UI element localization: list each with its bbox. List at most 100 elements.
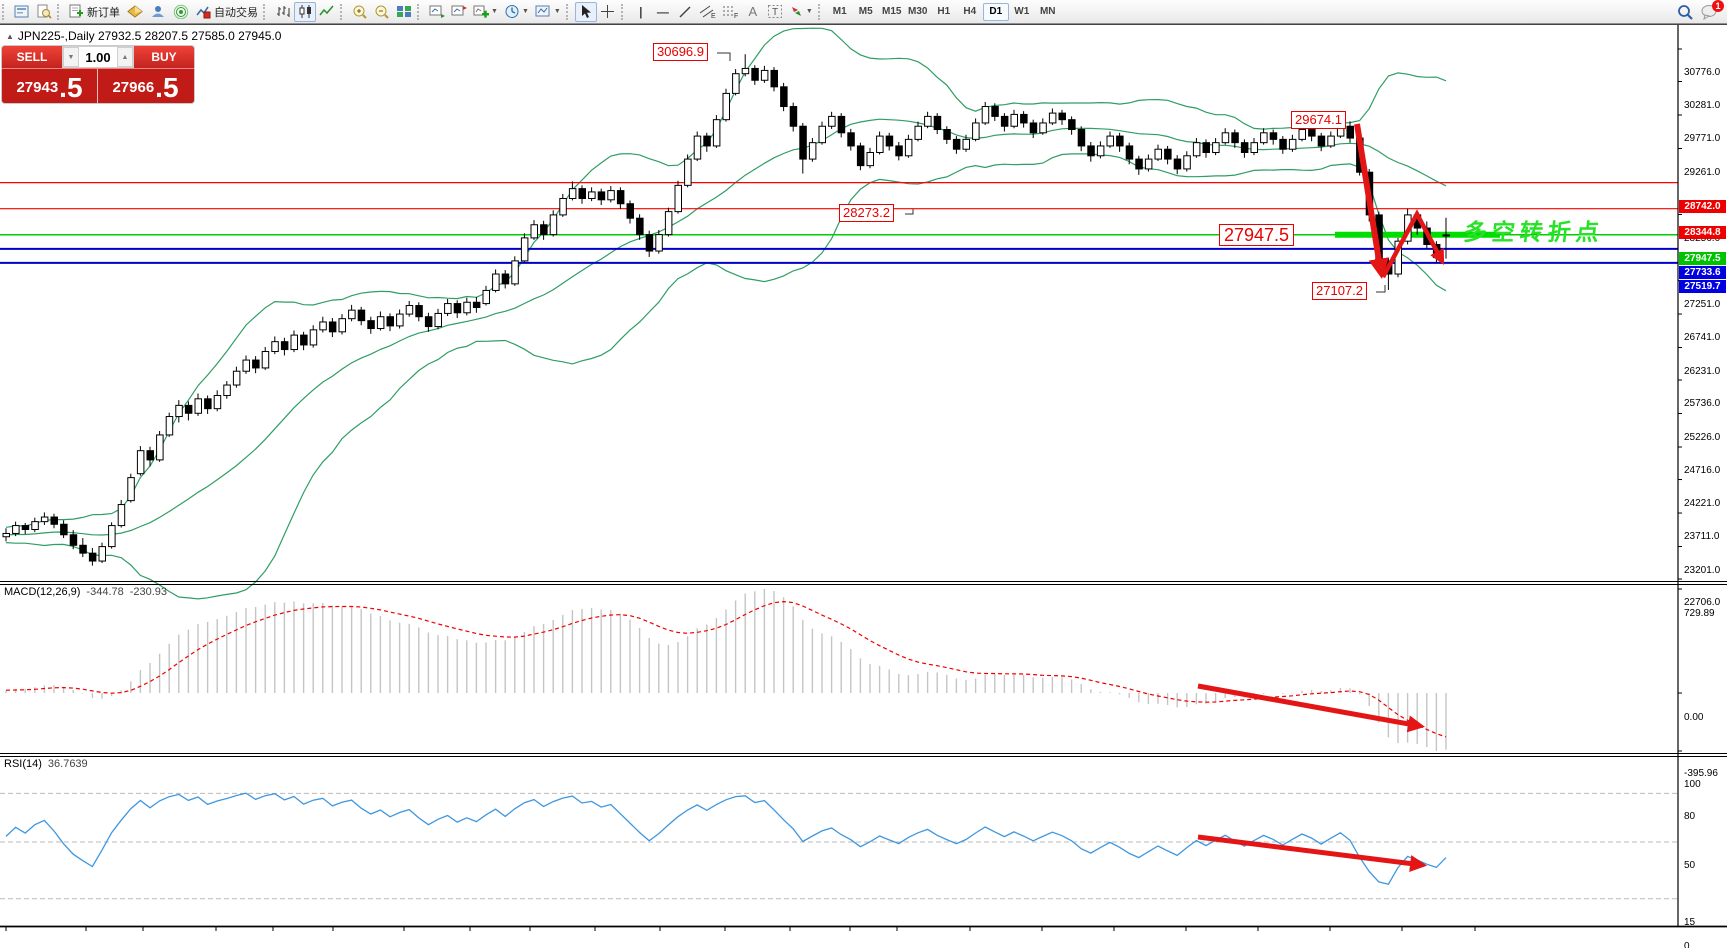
zoom-out-icon[interactable] <box>371 2 393 22</box>
new-order-button[interactable]: 新订单 <box>66 2 123 22</box>
text-label-icon[interactable]: T <box>764 2 786 22</box>
zoom-in-icon[interactable] <box>349 2 371 22</box>
timeframe-M15[interactable]: M15 <box>882 6 902 17</box>
line-chart-icon[interactable] <box>316 2 338 22</box>
red-trend-arrows[interactable] <box>1197 123 1445 872</box>
sell-price[interactable]: 27943 .5 <box>2 69 98 103</box>
price-tick-label: 22706.0 <box>1684 597 1721 609</box>
price-badge: 27947.5 <box>1679 252 1726 266</box>
peak-price-label[interactable]: 30696.9 <box>653 43 708 61</box>
turning-point-annotation[interactable]: 多空转折点 <box>1462 219 1606 245</box>
low-price-label[interactable]: 27107.2 <box>1312 282 1367 300</box>
bar-chart-icon[interactable] <box>272 2 294 22</box>
search-icon[interactable] <box>1674 2 1697 22</box>
toolbar-grip[interactable] <box>57 3 64 20</box>
fibonacci-icon[interactable]: F <box>719 2 742 22</box>
timeframe-W1[interactable]: W1 <box>1014 6 1030 17</box>
price-badge: 27519.7 <box>1679 280 1726 294</box>
price-tick-label: 24221.0 <box>1684 497 1721 509</box>
chart-profile-icon[interactable]: ▼ <box>532 2 564 22</box>
arrows-tool-icon[interactable]: ▼ <box>786 2 816 22</box>
market-watch-icon[interactable] <box>11 2 33 22</box>
macd-scale-max: 729.89 <box>1684 608 1715 619</box>
rsi-scale-label: 100 <box>1684 779 1701 790</box>
price-tick-label: 29771.0 <box>1684 133 1721 144</box>
macd-scale-zero: 0.00 <box>1684 712 1704 724</box>
cursor-icon[interactable] <box>574 1 597 22</box>
toolbar-grip[interactable] <box>817 3 825 20</box>
timeframe-M30[interactable]: M30 <box>908 6 928 17</box>
chart-canvas[interactable] <box>0 25 1727 948</box>
dropdown-caret-icon: ▼ <box>491 8 498 15</box>
timeframe-H4[interactable]: H4 <box>963 6 977 17</box>
arrange-shift-icon[interactable] <box>448 2 470 22</box>
svg-text:T: T <box>772 7 778 18</box>
data-preview-icon[interactable] <box>33 2 55 22</box>
buy-button[interactable]: BUY <box>134 46 194 68</box>
timeframe-MN[interactable]: MN <box>1039 6 1056 17</box>
signals-icon[interactable] <box>170 2 192 22</box>
new-chart-icon[interactable]: ▼ <box>470 2 501 22</box>
horizontal-level-lines <box>0 52 1678 293</box>
chat-notification-button[interactable]: 1 <box>1697 0 1724 22</box>
price-tick-label: 23711.0 <box>1684 531 1720 543</box>
metaeditor-icon[interactable] <box>123 2 147 22</box>
chart-title: ▲ JPN225-,Daily 27932.5 28207.5 27585.0 … <box>6 29 282 43</box>
buy-price[interactable]: 27966 .5 <box>112 72 179 103</box>
candlesticks <box>2 54 1450 566</box>
arrange-auto-icon[interactable] <box>426 2 448 22</box>
may-high-price-label[interactable]: 29674.1 <box>1291 111 1346 129</box>
price-tick-label: 25736.0 <box>1684 398 1721 410</box>
toolbar-grip[interactable] <box>2 3 9 20</box>
new-order-label: 新订单 <box>87 6 120 19</box>
volume-value[interactable]: 1.00 <box>85 49 111 65</box>
vertical-line-icon[interactable]: | <box>639 4 643 19</box>
panel-frame <box>0 25 1727 931</box>
candlestick-chart-icon[interactable] <box>294 1 316 22</box>
green-line-price-label[interactable]: 27947.5 <box>1219 224 1295 246</box>
notification-count-badge: 1 <box>1712 0 1724 12</box>
channel-icon[interactable]: E <box>696 2 719 22</box>
toolbar-grip[interactable] <box>340 3 347 20</box>
toolbar-grip[interactable] <box>620 3 628 20</box>
sell-button[interactable]: SELL <box>2 46 62 68</box>
collapse-arrow-icon[interactable]: ▲ <box>6 31 14 41</box>
price-tick-label: 30281.0 <box>1684 99 1721 111</box>
timeframe-D1[interactable]: D1 <box>982 2 1009 21</box>
timeframe-H1[interactable]: H1 <box>937 6 951 17</box>
price-tick-label: 26231.0 <box>1684 365 1721 377</box>
community-icon[interactable] <box>147 2 170 22</box>
price-tick-label: 24716.0 <box>1684 465 1721 477</box>
svg-text:E: E <box>711 13 716 19</box>
price-badge: 28344.8 <box>1679 226 1726 240</box>
crosshair-icon[interactable] <box>597 2 619 22</box>
rsi-plot <box>0 792 1678 900</box>
rsi-label: RSI(14) 36.7639 <box>4 758 88 770</box>
price-tick-label: 30776.0 <box>1684 67 1721 78</box>
horizontal-line-icon[interactable]: — <box>656 4 669 19</box>
macd-label: MACD(12,26,9) -344.78 -230.93 <box>4 586 168 598</box>
toolbar-grip[interactable] <box>417 3 424 20</box>
price-tick-label: 29261.0 <box>1684 166 1721 178</box>
volume-increase-button[interactable]: ▲ <box>117 47 133 67</box>
rsi-scale-label: 80 <box>1684 811 1696 823</box>
one-click-trade-widget: SELL ▼ 1.00 ▲ BUY 27943 .5 27966 .5 <box>2 46 194 103</box>
toolbar-grip[interactable] <box>263 3 270 20</box>
volume-spinner: ▼ 1.00 ▲ <box>62 46 134 68</box>
price-badge: 28742.0 <box>1679 200 1726 214</box>
timeframe-M1[interactable]: M1 <box>832 6 847 17</box>
text-icon[interactable]: A <box>748 4 758 19</box>
tile-windows-icon[interactable] <box>393 2 415 22</box>
period-clock-icon[interactable]: ▼ <box>501 2 532 22</box>
autotrading-label: 自动交易 <box>214 6 258 19</box>
toolbar-grip[interactable] <box>565 3 573 20</box>
timeframe-M5[interactable]: M5 <box>858 6 873 17</box>
timeframe-group: M1 M5 M15 M30 H1 H4 D1 W1 MN <box>827 2 1061 21</box>
volume-decrease-button[interactable]: ▼ <box>63 47 79 67</box>
toolbar: 新订单 自动交易 <box>0 0 1727 24</box>
trendline-icon[interactable] <box>674 2 696 22</box>
mid-price-label[interactable]: 28273.2 <box>839 204 894 222</box>
autotrading-button[interactable]: 自动交易 <box>192 2 261 22</box>
macd-scale-min: -395.96 <box>1684 768 1718 779</box>
dropdown-caret-icon: ▼ <box>521 8 529 15</box>
